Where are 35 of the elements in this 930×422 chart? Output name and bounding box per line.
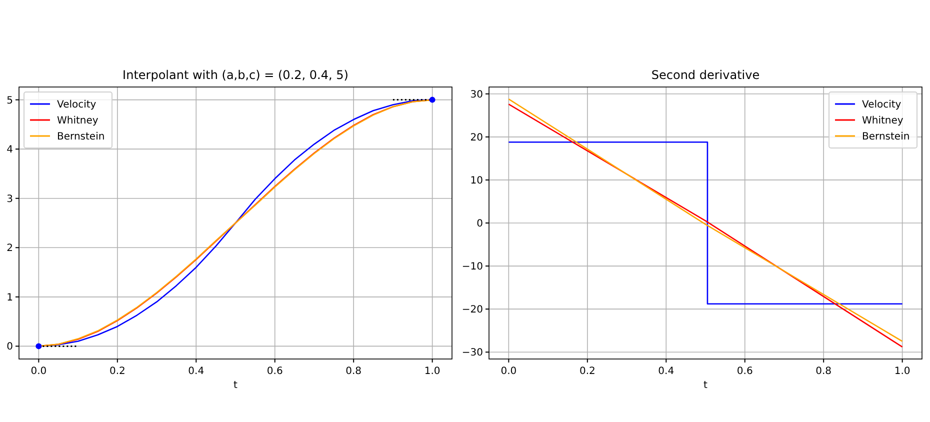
x-tick-label: 1.0 xyxy=(894,366,910,377)
x-tick-label: 0.0 xyxy=(500,366,517,377)
legend-label: Velocity xyxy=(862,100,902,110)
x-tick-label: 0.6 xyxy=(736,366,753,377)
x-axis-title: t xyxy=(704,380,708,391)
legend-label: Velocity xyxy=(57,100,96,110)
legend-label: Bernstein xyxy=(862,132,910,142)
x-tick-label: 0.4 xyxy=(658,366,674,377)
legend-label: Whitney xyxy=(862,116,904,126)
chart-title: Second derivative xyxy=(651,68,760,82)
y-tick-label: 4 xyxy=(6,144,13,156)
x-tick-label: 0.8 xyxy=(816,366,832,377)
y-tick-label: 20 xyxy=(470,132,483,144)
y-tick-label: 30 xyxy=(470,89,483,100)
x-tick-label: 0.0 xyxy=(30,366,47,377)
x-tick-label: 0.4 xyxy=(188,366,204,377)
y-tick-label: −30 xyxy=(462,348,483,359)
y-tick-label: 0 xyxy=(6,342,13,353)
x-tick-label: 0.6 xyxy=(266,366,283,377)
x-tick-label: 0.2 xyxy=(579,366,596,377)
x-axis-title: t xyxy=(234,380,238,391)
y-tick-label: 1 xyxy=(6,292,13,304)
y-tick-label: 10 xyxy=(470,175,483,186)
y-tick-label: 0 xyxy=(476,218,483,230)
legend-label: Whitney xyxy=(57,116,98,126)
x-tick-label: 1.0 xyxy=(424,366,440,377)
y-tick-label: 5 xyxy=(6,95,13,106)
chart-title: Interpolant with (a,b,c) = (0.2, 0.4, 5) xyxy=(122,68,348,82)
y-tick-label: 3 xyxy=(6,194,13,205)
legend-label: Bernstein xyxy=(57,132,105,142)
y-tick-label: −10 xyxy=(462,262,483,273)
x-tick-label: 0.8 xyxy=(346,366,362,377)
y-tick-label: 2 xyxy=(6,243,13,254)
y-tick-label: −20 xyxy=(462,304,483,316)
x-tick-label: 0.2 xyxy=(109,366,126,377)
